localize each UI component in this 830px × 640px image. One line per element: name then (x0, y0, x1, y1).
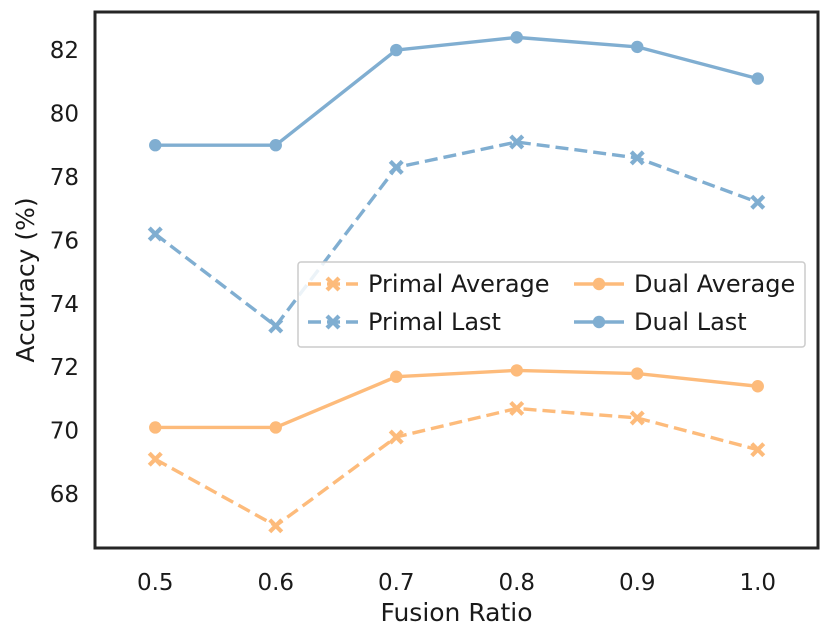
series-line-dual-last (155, 35, 759, 147)
data-point-primal-last (147, 226, 163, 242)
x-tick-label: 0.9 (619, 570, 656, 596)
data-point-dual-last (149, 139, 162, 152)
data-point-primal-last (388, 159, 404, 175)
legend-marker (325, 314, 341, 330)
data-point-dual-last (510, 31, 523, 44)
data-point-primal-last (629, 150, 645, 166)
legend-item-primal-last: Primal Last (308, 308, 501, 336)
y-tick-label: 76 (50, 228, 79, 254)
legend-label: Dual Average (634, 270, 795, 298)
data-point-dual-last (751, 72, 764, 85)
plot-frame (93, 10, 820, 550)
y-tick-label: 78 (50, 165, 79, 191)
legend-label: Primal Last (368, 308, 501, 336)
data-point-primal-average (268, 518, 284, 534)
data-point-primal-average (629, 410, 645, 426)
legend-item-primal-average: Primal Average (308, 270, 550, 298)
data-point-dual-average (149, 421, 162, 434)
x-tick-label: 0.5 (137, 570, 174, 596)
series-line-primal-last (154, 140, 759, 328)
y-tick-label: 82 (50, 38, 79, 64)
data-point-primal-last (268, 318, 284, 334)
y-tick-label: 80 (50, 101, 79, 127)
data-point-primal-average (147, 451, 163, 467)
data-point-dual-average (269, 421, 282, 434)
ticks-layer: 0.5 0.6 0.7 0.8 0.9 1.0 68 70 72 74 76 78 80 82 (50, 38, 776, 596)
series-dual-last (149, 31, 764, 152)
legend-label: Primal Average (368, 270, 550, 298)
legend-marker (325, 276, 341, 292)
data-point-dual-last (631, 40, 644, 54)
series-layer (147, 31, 766, 534)
data-point-dual-average (510, 364, 523, 377)
data-point-primal-average (388, 429, 404, 445)
legend-item-dual-last: Dual Last (574, 308, 747, 336)
data-point-dual-last (269, 139, 282, 152)
data-point-dual-average (631, 367, 644, 380)
data-point-primal-last (750, 194, 766, 210)
legend-frame (297, 261, 806, 348)
data-point-primal-average (750, 442, 766, 458)
data-point-primal-last (509, 134, 525, 150)
y-axis-title: Accuracy (%) (11, 197, 40, 362)
series-line-primal-average (154, 406, 759, 528)
x-tick-label: 1.0 (739, 570, 776, 596)
series-dual-average (149, 364, 764, 434)
x-axis-title: Fusion Ratio (380, 598, 532, 627)
data-point-dual-average (751, 380, 764, 393)
x-tick-label: 0.6 (257, 570, 294, 596)
y-tick-label: 74 (50, 292, 79, 318)
y-tick-label: 70 (50, 419, 79, 445)
legend: Primal Average Primal Last Dual Average Dua… (297, 261, 806, 348)
x-tick-label: 0.7 (378, 570, 415, 596)
x-tick-label: 0.8 (498, 570, 535, 596)
legend-item-dual-average: Dual Average (574, 270, 795, 298)
y-tick-label: 68 (50, 482, 79, 508)
legend-label: Dual Last (634, 308, 747, 336)
series-primal-average (147, 400, 766, 534)
legend-marker (592, 277, 606, 291)
legend-marker (592, 315, 606, 329)
series-line-dual-average (155, 368, 758, 430)
y-tick-label: 72 (50, 355, 79, 381)
series-primal-last (147, 134, 766, 334)
data-point-dual-average (390, 370, 403, 383)
data-point-dual-last (390, 43, 403, 57)
data-point-primal-average (509, 400, 525, 416)
